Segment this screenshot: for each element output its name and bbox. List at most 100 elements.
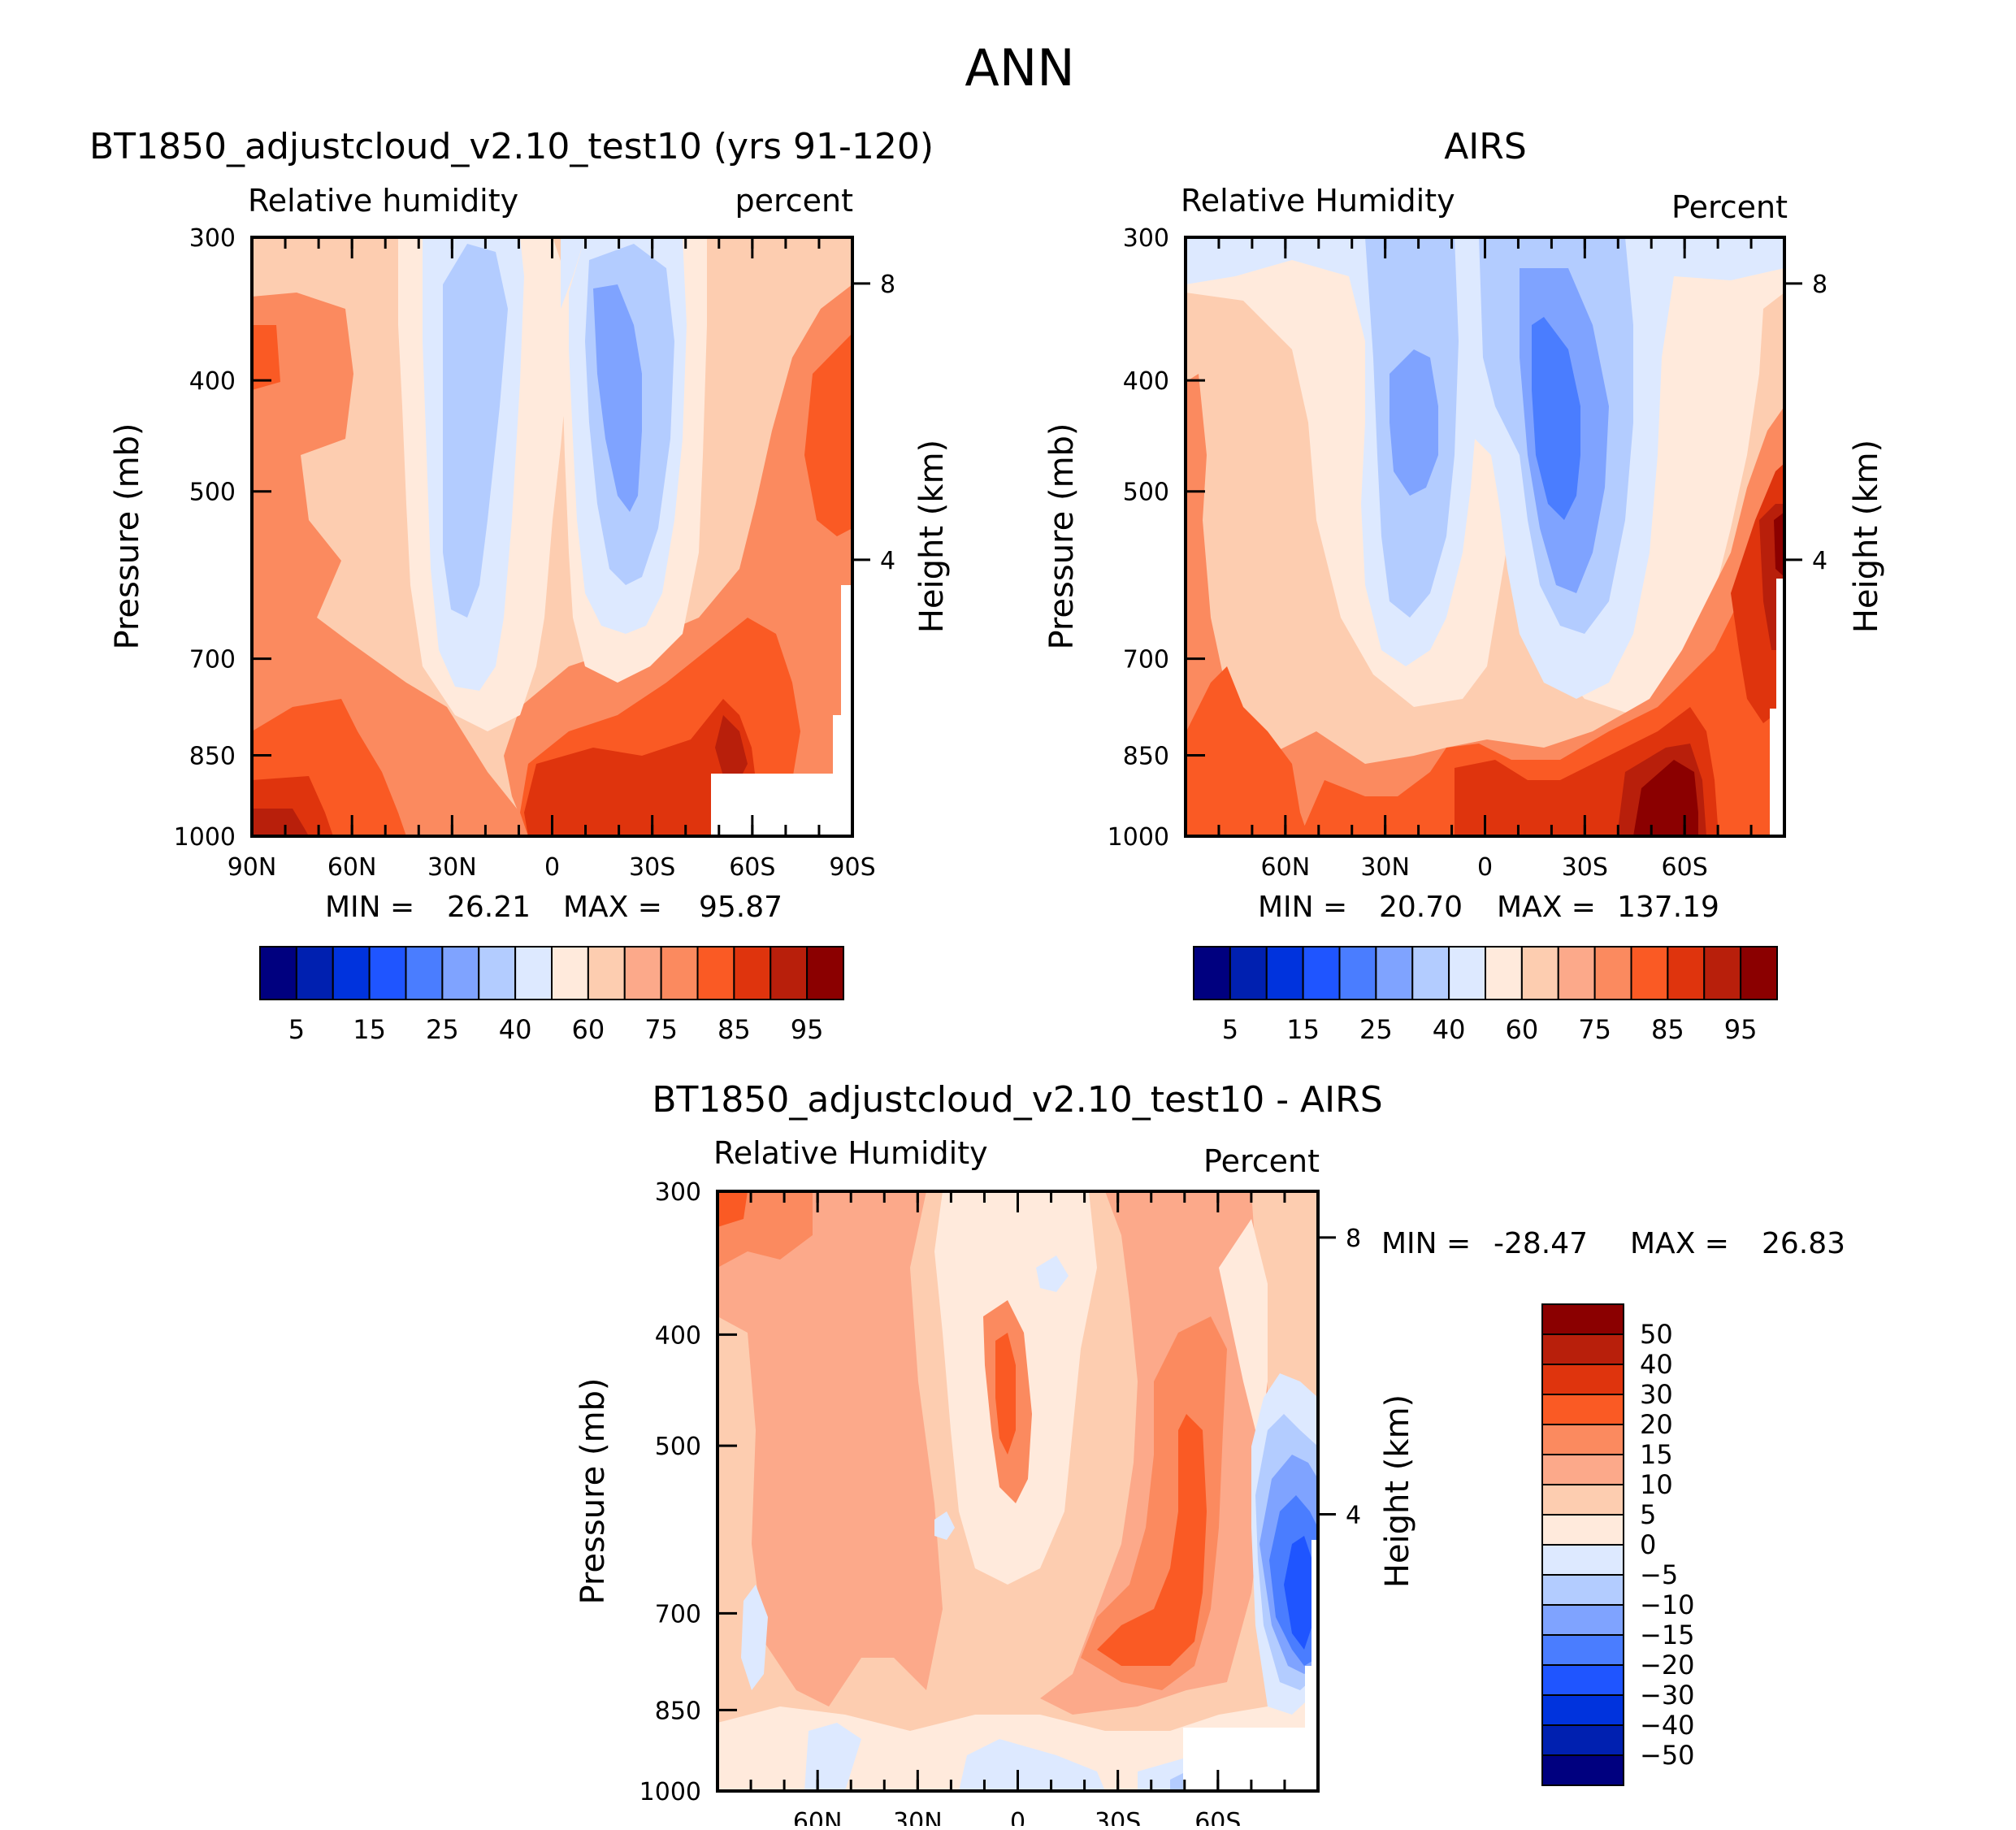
panel-obs: AIRS Relative Humidity Percent 60N 30N 0 30… [1043, 126, 1885, 1045]
obs-min-value: 20.70 [1379, 891, 1463, 924]
colorbar-swatch [696, 946, 735, 1000]
colorbar-label: 20 [1640, 1409, 1673, 1440]
colorbar-label: 75 [644, 1014, 678, 1045]
colorbar-label: 60 [1506, 1014, 1539, 1045]
colorbar-swatch [1557, 946, 1596, 1000]
x-tick-label: 30N [1360, 853, 1410, 882]
colorbar-swatch [514, 946, 553, 1000]
colorbar-swatch [1338, 946, 1377, 1000]
colorbar-swatch [441, 946, 480, 1000]
y-tick-label: 1000 [1108, 823, 1169, 852]
colorbar-swatch [478, 946, 517, 1000]
colorbar-label: 5 [288, 1014, 305, 1045]
model-mask [711, 585, 852, 836]
diff-ylabel-right: Height (km) [1379, 1394, 1416, 1588]
height-tick-label: 4 [880, 547, 895, 575]
colorbar-swatch [1541, 1634, 1624, 1666]
colorbar-label: −15 [1640, 1620, 1695, 1650]
colorbar-swatch [770, 946, 809, 1000]
colorbar-swatch [806, 946, 844, 1000]
colorbar-swatch [1448, 946, 1486, 1000]
colorbar-swatch [1229, 946, 1268, 1000]
x-tick-label: 30N [427, 853, 477, 882]
diff-min-value: -28.47 [1494, 1227, 1588, 1260]
colorbar-swatch [295, 946, 334, 1000]
colorbar-swatch [1541, 1604, 1624, 1636]
colorbar-label: 25 [426, 1014, 459, 1045]
colorbar-label: 15 [1286, 1014, 1320, 1045]
model-subtitle-left: Relative humidity [248, 183, 518, 219]
colorbar-label: −10 [1640, 1589, 1695, 1620]
colorbar-swatch [1265, 946, 1304, 1000]
colorbar-swatch [368, 946, 407, 1000]
colorbar-swatch [1593, 946, 1632, 1000]
diff-ylabel: Pressure (mb) [574, 1377, 612, 1604]
x-tick-label: 30N [893, 1808, 943, 1826]
y-tick-label: 500 [1123, 479, 1169, 507]
obs-band-50 [1186, 237, 1784, 699]
model-max-value: 95.87 [699, 891, 783, 924]
diff-band-neg30 [1284, 1536, 1312, 1650]
diff-title: BT1850_adjustcloud_v2.10_test10 - AIRS [652, 1079, 1382, 1121]
colorbar-swatch [660, 946, 699, 1000]
y-tick-label: 850 [1123, 743, 1169, 771]
obs-field [1186, 237, 1784, 836]
x-tick-label: 30S [1562, 853, 1608, 882]
x-tick-label: 60S [1194, 1808, 1241, 1826]
model-min-value: 26.21 [447, 891, 531, 924]
y-tick-label: 1000 [174, 823, 236, 852]
y-tick-label: 850 [189, 743, 236, 771]
y-tick-label: 850 [655, 1697, 701, 1725]
model-band-80 [252, 325, 852, 836]
y-tick-label: 1000 [639, 1778, 701, 1806]
colorbar-label: 40 [499, 1014, 532, 1045]
obs-band-90 [1617, 504, 1784, 836]
colorbar-label: 40 [1640, 1349, 1673, 1380]
colorbar-swatch [551, 946, 589, 1000]
panel-diff: BT1850_adjustcloud_v2.10_test10 - AIRS R… [574, 1079, 1845, 1830]
obs-ylabel: Pressure (mb) [1043, 423, 1081, 649]
obs-subtitle-left: Relative Humidity [1181, 183, 1455, 219]
colorbar-swatch [1541, 1544, 1624, 1576]
colorbar-label: 10 [1640, 1469, 1673, 1500]
colorbar-label: 40 [1433, 1014, 1466, 1045]
y-tick-label: 700 [1123, 646, 1169, 674]
obs-subtitle-right: Percent [1671, 189, 1788, 225]
model-band-70 [252, 293, 528, 836]
obs-title: AIRS [1444, 126, 1527, 167]
colorbar-swatch [1485, 946, 1523, 1000]
colorbar-swatch [1541, 1364, 1624, 1395]
obs-mask [1770, 579, 1784, 836]
colorbar-swatch [332, 946, 371, 1000]
x-tick-label: 60N [327, 853, 377, 882]
x-tick-label: 30S [629, 853, 675, 882]
colorbar-label: −30 [1640, 1680, 1695, 1711]
model-band-90 [252, 715, 748, 836]
colorbar-label: 5 [1640, 1499, 1656, 1530]
y-tick-label: 700 [655, 1600, 701, 1628]
colorbar-swatch [259, 946, 297, 1000]
height-tick-label: 4 [1346, 1501, 1361, 1529]
y-tick-label: 700 [189, 646, 236, 674]
diff-subtitle-left: Relative Humidity [713, 1135, 988, 1171]
colorbar-swatch [733, 946, 772, 1000]
colorbar-swatch [1541, 1574, 1624, 1606]
y-tick-label: 400 [1123, 367, 1169, 396]
colorbar-swatch [623, 946, 662, 1000]
colorbar-label: 75 [1578, 1014, 1611, 1045]
x-tick-label: 90N [228, 853, 277, 882]
colorbar-label: 50 [1640, 1319, 1673, 1350]
y-tick-label: 300 [655, 1178, 701, 1207]
model-field [252, 237, 852, 836]
colorbar-swatch [1541, 1754, 1624, 1786]
x-tick-label: 60N [793, 1808, 843, 1826]
colorbar-swatch [1667, 946, 1706, 1000]
x-tick-label: 90S [829, 853, 875, 882]
height-tick-label: 4 [1812, 547, 1827, 575]
panel-model: BT1850_adjustcloud_v2.10_test10 (yrs 91-… [89, 126, 951, 1045]
colorbar-label: 15 [353, 1014, 386, 1045]
x-tick-label: 30S [1095, 1808, 1141, 1826]
x-tick-label: 0 [1010, 1808, 1025, 1826]
